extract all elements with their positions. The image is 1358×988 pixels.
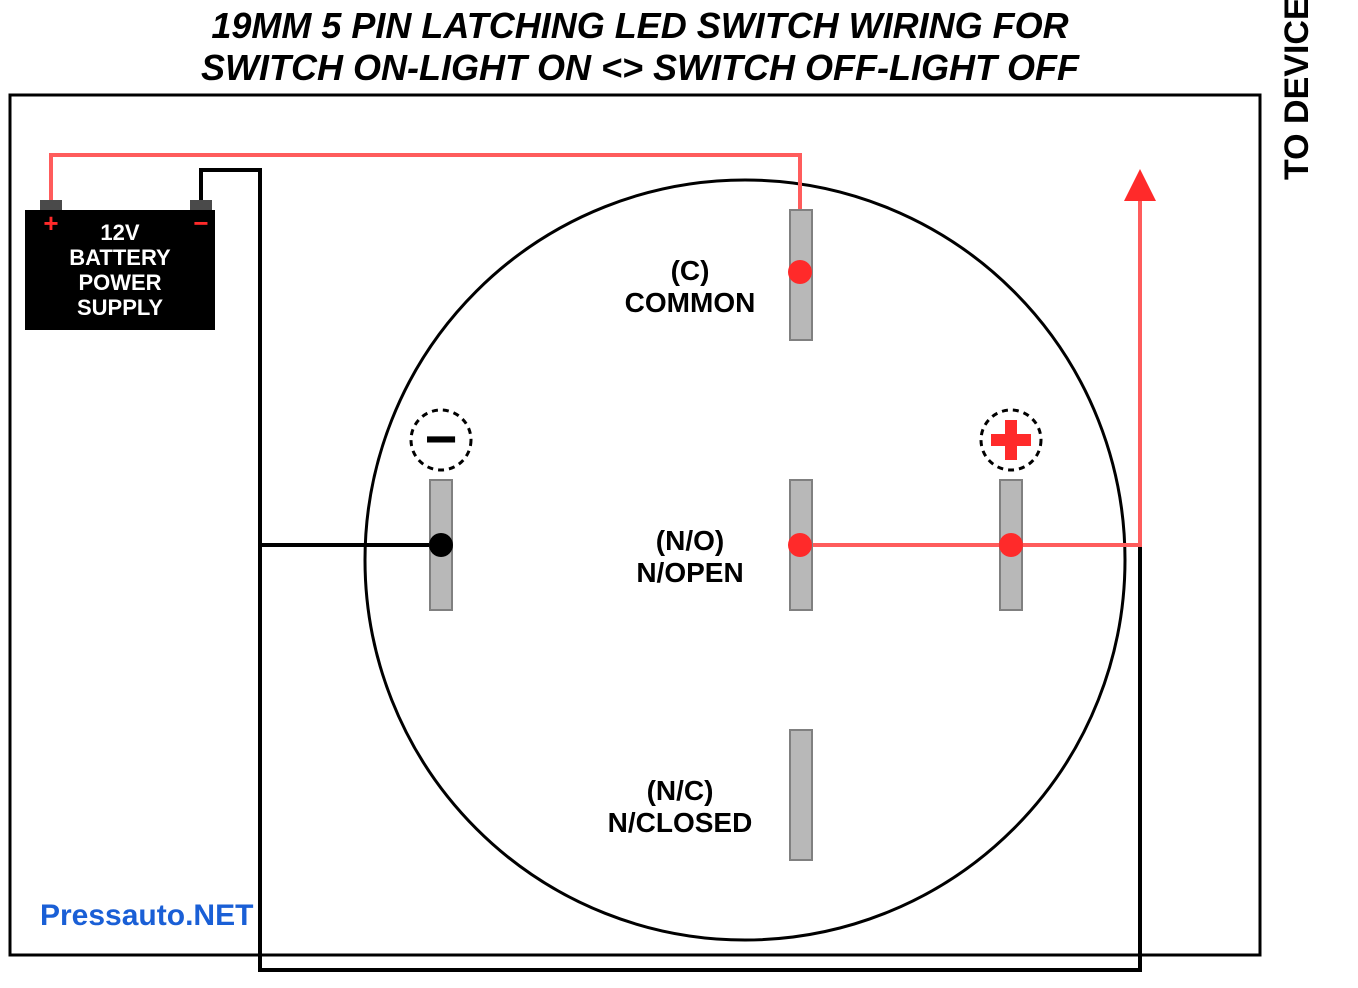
battery-text-3: SUPPLY xyxy=(77,295,163,320)
pin-nclosed-l1: (N/C) xyxy=(647,775,714,806)
pin-common-l1: (C) xyxy=(671,255,710,286)
battery: + − 12V BATTERY POWER SUPPLY xyxy=(25,200,215,330)
minus-symbol: − xyxy=(425,407,458,470)
led-minus-mark: − xyxy=(411,407,471,470)
wiring-diagram: 19MM 5 PIN LATCHING LED SWITCH WIRING FO… xyxy=(0,0,1358,988)
pin-nclosed-l2: N/CLOSED xyxy=(608,807,753,838)
battery-text-1: BATTERY xyxy=(69,245,171,270)
battery-pos-sign: + xyxy=(43,208,58,238)
title-line2: SWITCH ON-LIGHT ON <> SWITCH OFF-LIGHT O… xyxy=(201,47,1080,88)
pin-nclosed xyxy=(790,730,812,860)
battery-neg-sign: − xyxy=(193,208,208,238)
pin-common-l2: COMMON xyxy=(625,287,756,318)
pins: (C) COMMON (N/O) N/OPEN (N/C) N/CLOSED xyxy=(430,210,1022,860)
battery-text-0: 12V xyxy=(100,220,139,245)
pin-nopen-l1: (N/O) xyxy=(656,525,724,556)
watermark: Pressauto.NET xyxy=(40,899,253,932)
title-line1: 19MM 5 PIN LATCHING LED SWITCH WIRING FO… xyxy=(211,5,1068,46)
led-plus-mark xyxy=(981,410,1041,470)
battery-text-2: POWER xyxy=(78,270,161,295)
pin-nopen-l2: N/OPEN xyxy=(636,557,743,588)
to-device-label: TO DEVICE xyxy=(1278,0,1316,180)
